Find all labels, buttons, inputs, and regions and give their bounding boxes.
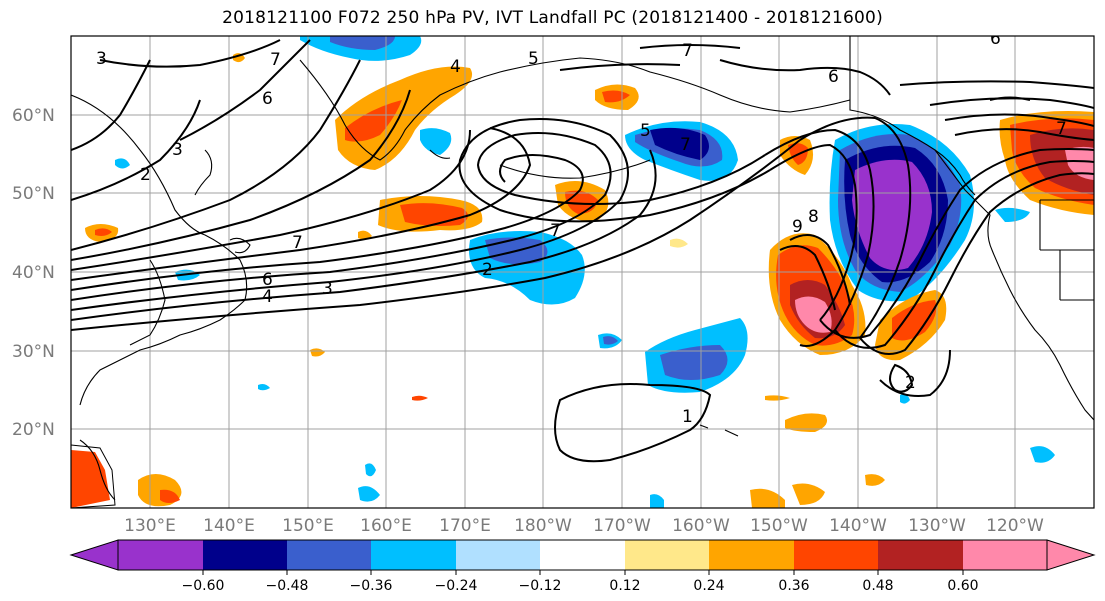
contour-label: 4 [262,287,273,307]
colorbar-tick-label: 0.24 [693,578,724,594]
contour-label: 9 [792,217,803,237]
colorbar-tick-label: −0.24 [435,578,478,594]
contour-label: 5 [528,49,539,69]
contour-label: 7 [680,135,691,155]
contour-label: 7 [270,50,281,70]
colorbar-tick-label: −0.12 [519,578,562,594]
lon-label: 140°E [203,516,255,536]
lon-label: 160°W [672,516,730,536]
lon-label: 150°W [750,516,808,536]
colorbar-extend-max [1046,539,1096,571]
contour-label: 8 [808,207,819,227]
colorbar-segment [794,540,878,570]
map-content: 3 7 6 4 5 7 6 2 7 3 4 6 7 2 5 7 3 8 9 1 … [71,29,1094,508]
colorbar-tick-label: 0.12 [609,578,640,594]
colorbar-segment [963,540,1047,570]
contour-label: 3 [172,140,183,160]
colorbar-tick-label: 0.48 [862,578,893,594]
contour-label: 6 [262,270,273,290]
colorbar-segment [371,540,456,570]
contour-label: 4 [450,57,461,77]
colorbar-tick-label: 0.36 [778,578,809,594]
contour-labels: 3 7 6 4 5 7 6 2 7 3 4 6 7 2 5 7 3 8 9 1 … [96,29,1067,427]
contour-label: 5 [640,121,651,141]
contour-label: 7 [550,221,561,241]
colorbar-tick-label: −0.36 [350,578,393,594]
lon-label: 170°W [593,516,651,536]
lat-label: 60°N [12,106,55,126]
colorbar-segment [540,540,625,570]
contour-label: 7 [682,41,693,61]
contour-label: 7 [292,233,303,253]
colorbar-border [117,539,1048,571]
map-title: 2018121100 F072 250 hPa PV, IVT Landfall… [222,8,883,28]
colorbar-tick-label: 0.60 [947,578,978,594]
contour-label: 1 [682,407,693,427]
colorbar-tick-label: −0.48 [266,578,309,594]
colorbar-segment [625,540,709,570]
lon-label: 130°W [908,516,966,536]
colorbar-extend-min [69,539,119,571]
contour-label: 3 [96,49,107,69]
colorbar-segment [203,540,287,570]
lon-label: 120°W [986,516,1044,536]
lon-label: 140°W [829,516,887,536]
lat-label: 30°N [12,342,55,362]
lat-label: 20°N [12,420,55,440]
colorbar-segment [287,540,371,570]
pv-contours [71,39,1094,463]
longitude-labels: 130°E 140°E 150°E 160°E 170°E 180°W 170°… [124,516,1044,536]
colorbar: −0.60 −0.48 −0.36 −0.24 −0.12 0.12 0.24 … [69,539,1096,594]
lon-label: 150°E [282,516,334,536]
colorbar-segment [456,540,540,570]
contour-label: 6 [262,89,273,109]
coastlines [71,36,1094,501]
lon-label: 180°W [514,516,572,536]
colorbar-segment [118,540,203,570]
lat-label: 50°N [12,184,55,204]
contour-label: 6 [828,67,839,87]
latitude-labels: 60°N 50°N 40°N 30°N 20°N [12,106,55,440]
lat-label: 40°N [12,263,55,283]
contour-label: 2 [905,373,916,393]
contour-label: 7 [1056,119,1067,139]
contour-label: 2 [140,165,151,185]
colorbar-tick-label: −0.60 [182,578,225,594]
contour-label: 2 [482,260,493,280]
lon-label: 130°E [124,516,176,536]
contour-label: 3 [322,279,333,299]
contour-label: 6 [990,29,1001,49]
map-frame [70,35,1095,509]
colorbar-segment [878,540,963,570]
lon-label: 160°E [360,516,412,536]
lon-label: 170°E [439,516,491,536]
colorbar-segment [709,540,794,570]
